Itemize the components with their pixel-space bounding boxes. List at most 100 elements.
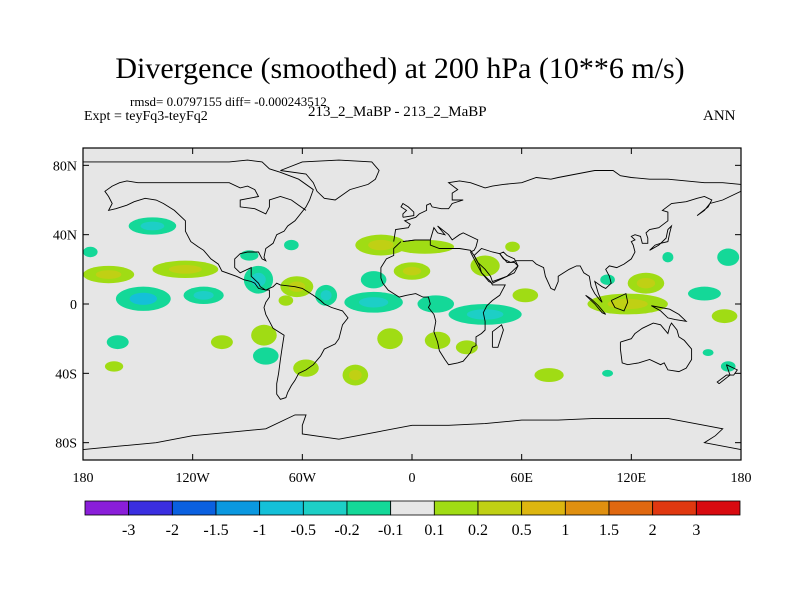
colorbar-swatch — [390, 500, 435, 516]
chart-title: Divergence (smoothed) at 200 hPa (10**6 … — [115, 52, 685, 85]
anomaly-blob-40 — [702, 349, 714, 356]
anomaly-blob-35 — [600, 274, 615, 285]
x-tick-label: 0 — [409, 471, 416, 486]
colorbar-swatch — [433, 500, 479, 516]
coastline-antarctica — [83, 414, 741, 451]
case-names: 213_2_MaBP - 213_2_MaBP — [308, 104, 487, 120]
colorbar-swatch — [521, 500, 566, 516]
colorbar-label: 0.2 — [468, 522, 488, 539]
x-tick-label: 120W — [176, 471, 211, 486]
anomaly-core-22 — [358, 297, 389, 308]
anomaly-blob-29 — [534, 368, 564, 383]
colorbar-label: -1 — [253, 522, 266, 539]
anomaly-blob-10 — [251, 324, 277, 346]
anomaly-blob-27 — [455, 340, 478, 355]
colorbar-label: -0.2 — [334, 522, 359, 539]
colorbar-label: -1.5 — [203, 522, 228, 539]
x-tick-label: 180 — [73, 471, 94, 486]
anomaly-blob-23 — [417, 295, 455, 313]
colorbar-label: 1 — [561, 522, 569, 539]
coastline-greenland — [280, 159, 380, 201]
anomaly-blob-18 — [395, 239, 455, 254]
coastline-sumatra — [585, 294, 607, 315]
anomaly-core-24 — [466, 309, 504, 320]
colorbar-swatch — [215, 500, 261, 516]
anomaly-blob-19 — [470, 255, 500, 277]
y-tick-label: 40S — [55, 367, 77, 382]
colorbar-label: 3 — [692, 522, 700, 539]
anomaly-core-17 — [368, 239, 394, 251]
anomaly-blob-36 — [717, 248, 740, 266]
coastline-new-zealand — [725, 364, 738, 376]
anomaly-blob-39 — [602, 369, 614, 377]
colorbar-swatch — [346, 500, 392, 516]
coastline-eurasia — [393, 170, 741, 242]
anomaly-core-8 — [320, 290, 332, 301]
anomaly-blob-21 — [360, 271, 387, 289]
coastline-borneo — [610, 292, 629, 312]
coastline-madagascar — [491, 324, 504, 348]
colorbar-label: 2 — [649, 522, 657, 539]
anomaly-blob-16 — [278, 295, 294, 306]
anomaly-blob-15 — [210, 335, 233, 350]
experiment-label: Expt = teyFq3-teyFq2 — [84, 109, 208, 124]
colorbar-swatch — [608, 500, 654, 516]
anomaly-core-6 — [251, 272, 266, 287]
anomaly-core-20 — [402, 266, 422, 276]
x-tick-label: 60E — [510, 471, 533, 486]
colorbar-swatch — [302, 500, 348, 516]
colorbar-label: -2 — [166, 522, 179, 539]
anomaly-blob-14 — [104, 361, 124, 372]
anomaly-blob-11 — [252, 347, 279, 365]
colorbar-label: -3 — [122, 522, 135, 539]
x-tick-label: 180 — [731, 471, 752, 486]
anomaly-blob-33 — [687, 286, 721, 301]
colorbar-swatch — [695, 500, 741, 516]
coastline-new-guinea — [651, 305, 688, 322]
anomaly-blob-30 — [512, 288, 539, 303]
anomaly-core-2 — [95, 270, 122, 279]
anomaly-core-28 — [348, 369, 362, 381]
coastline-japan — [649, 224, 673, 251]
colorbar-label: -0.1 — [378, 522, 403, 539]
colorbar-label: 0.5 — [512, 522, 532, 539]
y-tick-label: 0 — [70, 298, 77, 313]
coastline-north-america — [83, 159, 349, 400]
colorbar-label: -0.5 — [291, 522, 316, 539]
anomaly-core-3 — [168, 265, 202, 274]
anomaly-blob-38 — [662, 252, 674, 263]
colorbar-swatch — [128, 500, 173, 516]
anomaly-blob-26 — [424, 331, 451, 350]
colorbar-swatch — [84, 500, 130, 516]
coastline-nz-south — [716, 374, 732, 385]
x-tick-label: 60W — [289, 471, 317, 486]
anomaly-core-4 — [129, 292, 158, 305]
anomaly-core-7 — [288, 281, 306, 292]
anomaly-core-32 — [636, 278, 656, 289]
colorbar: -3 -2 -1.5 -1 -0.5 -0.2 -0.1 0.1 0.2 0.5 1 1.5 2 3 — [84, 500, 741, 539]
rmsd-diff-stats: rmsd= 0.0797155 diff= -0.000243512 — [130, 94, 327, 109]
colorbar-label: 0.1 — [424, 522, 444, 539]
anomaly-blob-41 — [284, 239, 299, 251]
colorbar-swatch — [259, 500, 304, 516]
season-label: ANN — [703, 108, 736, 124]
colorbar-swatch — [652, 500, 697, 516]
colorbar-swatch — [171, 500, 217, 516]
y-tick-label: 80S — [55, 437, 77, 452]
anomaly-blob-42 — [505, 241, 520, 252]
y-tick-label: 40N — [53, 229, 77, 244]
x-tick-label: 120E — [617, 471, 647, 486]
anomaly-core-31 — [607, 298, 648, 310]
y-tick-label: 80N — [53, 159, 77, 174]
anomaly-blob-1 — [83, 246, 98, 258]
coastlines — [83, 159, 741, 451]
coastline-uk — [400, 202, 415, 218]
coastline-asia-south — [402, 190, 741, 303]
anomaly-blob-13 — [106, 335, 129, 350]
anomaly-blob-34 — [711, 309, 738, 324]
coastline-australia — [619, 322, 693, 373]
anomaly-core-5 — [193, 291, 214, 300]
anomaly-blob-37 — [720, 361, 736, 372]
colorbar-swatch — [477, 500, 523, 516]
